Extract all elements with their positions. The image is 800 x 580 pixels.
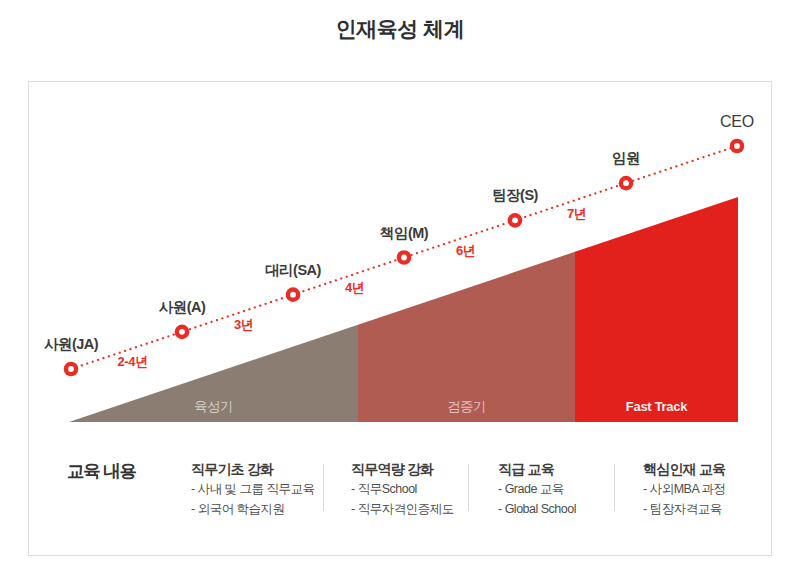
stage-marker [64,362,79,377]
education-divider [614,464,615,511]
stage-label: 사원(A) [159,298,206,317]
education-item: - 외국어 학습지원 [191,503,315,516]
education-column: 직무기초 강화 - 사내 및 그룹 직무교육 - 외국어 학습지원 [191,462,315,516]
education-column-header: 직무기초 강화 [191,462,315,476]
section-label: 검증기 [447,399,486,414]
stage-marker [175,325,190,340]
stage-label: 사원(JA) [44,335,98,354]
section-2 [575,197,738,422]
education-item: - 사외MBA 과정 [643,483,726,496]
stage-marker [286,287,301,302]
interval-label: 2-4년 [118,353,148,371]
stage-marker [508,213,523,228]
education-title: 교육 내용 [67,463,136,481]
education-item: - 팀장자격교육 [643,503,726,516]
education-item: - Global School [498,503,576,516]
interval-label: 3년 [234,316,253,334]
education-divider [468,464,469,511]
stage-label: CEO [720,113,754,131]
education-item: - Grade 교육 [498,483,576,496]
education-item: - 사내 및 그룹 직무교육 [191,483,315,496]
section-label: 육성기 [194,399,233,414]
stage-label: 책임(M) [380,224,428,243]
stage-marker [397,250,412,265]
education-column: 직급 교육 - Grade 교육 - Global School [498,462,576,516]
page-title: 인재육성 체계 [0,15,800,43]
education-divider [323,464,324,511]
interval-label: 7년 [567,205,586,223]
stage-label: 팀장(S) [492,186,538,205]
page: 인재육성 체계 육성기 검증기 Fast Track 사원(JA) 2-4년 사원(A)… [0,0,800,580]
section-label: Fast Track [626,399,688,414]
education-column-header: 직무역량 강화 [351,462,454,476]
stage-label: 임원 [612,149,640,168]
education-item: - 직무자격인증제도 [351,503,454,516]
education-column-header: 직급 교육 [498,462,576,476]
stage-marker [619,176,634,191]
education-column: 직무역량 강화 - 직무School - 직무자격인증제도 [351,462,454,516]
interval-label: 4년 [345,279,364,297]
stage-label: 대리(SA) [265,261,321,280]
education-item: - 직무School [351,483,454,496]
diagram-panel: 육성기 검증기 Fast Track 사원(JA) 2-4년 사원(A) 3년 대리(SA)… [28,81,772,556]
education-column: 핵심인재 교육 - 사외MBA 과정 - 팀장자격교육 [643,462,726,516]
stage-marker [730,139,745,154]
education-column-header: 핵심인재 교육 [643,462,726,476]
interval-label: 6년 [456,242,475,260]
section-1 [358,252,575,422]
